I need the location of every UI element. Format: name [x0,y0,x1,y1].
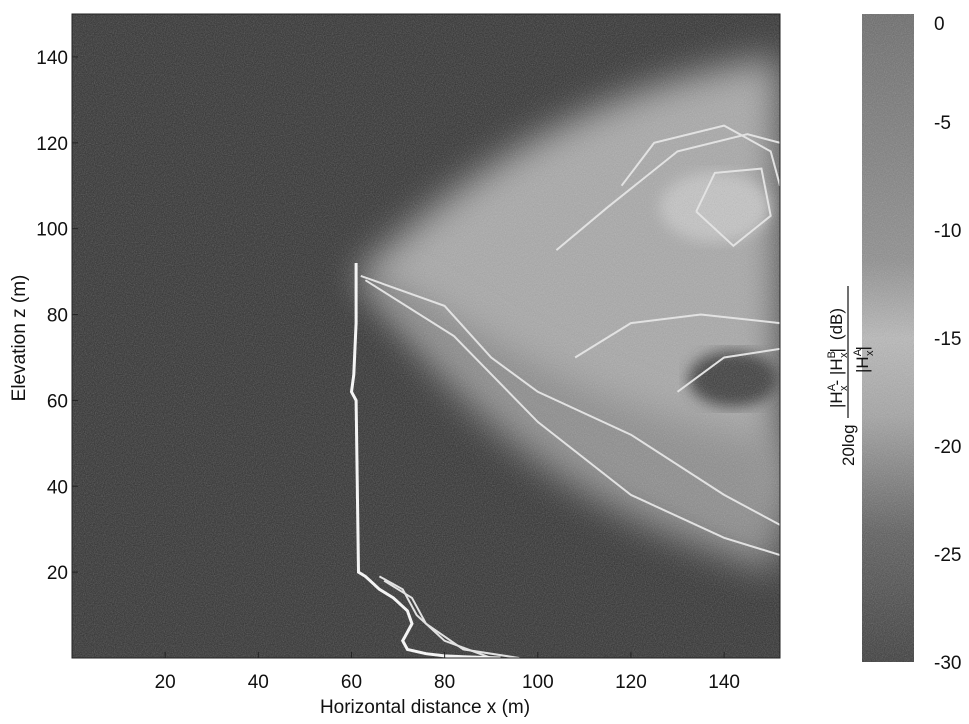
sub-x-2: x [838,352,850,358]
contour-g [676,347,780,393]
x-tick-label-6: 140 [708,672,740,693]
colorbar-label-denominator: |HAx| [852,346,876,373]
colorbar-tick-label-5: -25 [934,545,961,566]
contour-lines [360,124,780,658]
colorbar-tick-label-3: -15 [934,329,961,350]
sup-b: B [826,351,838,358]
x-axis-label: Horizontal distance x (m) [320,697,530,718]
sub-x-1: x [838,385,850,391]
y-axis-label: Elevation z (m) [9,275,30,402]
sub-x-den: x [864,350,876,356]
y-tick-label-5: 120 [36,134,68,155]
plot-frame [71,13,781,659]
colorbar-tick-label-1: -5 [934,113,951,134]
x-tick-label-2: 60 [341,672,362,693]
x-axis-ticks: 20 40 60 80 100 120 140 [155,652,740,693]
sup-a: A [826,383,838,391]
contour-i [383,579,520,658]
x-tick-label-4: 100 [522,672,554,693]
y-tick-label-1: 40 [47,477,68,498]
colorbar: 0 -5 -10 -15 -20 -25 -30 [862,14,961,674]
x-tick-label-0: 20 [155,672,176,693]
colorbar-noise [862,14,914,662]
x-tick-label-5: 120 [615,672,647,693]
x-tick-label-1: 40 [248,672,269,693]
colorbar-tick-label-2: -10 [934,221,961,242]
heatmap-noise [72,14,780,658]
colorbar-label-prefix: 20log [839,424,858,466]
contour-e [695,167,772,248]
y-axis-ticks: 20 40 60 80 100 120 140 [36,48,78,584]
contour-a [360,274,780,526]
contour-d [620,124,780,187]
contour-b [364,279,780,556]
sup-a-den: A [852,348,864,356]
colorbar-tick-label-6: -30 [934,653,961,674]
colorbar-tick-label-0: 0 [934,14,945,35]
colorbar-label-numerator: |HAx- |HBx|(dB) [826,308,850,408]
y-tick-label-3: 80 [47,306,68,327]
y-tick-label-4: 100 [36,220,68,241]
x-tick-label-3: 80 [434,672,455,693]
y-tick-label-6: 140 [36,48,68,69]
colorbar-unit: (dB) [827,308,846,340]
heatmap-plot-area [72,14,780,658]
colorbar-label: 20log |HAx- |HBx|(dB) |HAx| [826,286,876,466]
colorbar-tick-label-4: -20 [934,437,961,458]
contour-f [574,313,780,359]
structure-outline [349,263,501,658]
y-tick-label-0: 20 [47,563,68,584]
y-tick-label-2: 60 [47,391,68,412]
colorbar-ticks: 0 -5 -10 -15 -20 -25 -30 [934,14,961,674]
contour-c [555,133,780,251]
